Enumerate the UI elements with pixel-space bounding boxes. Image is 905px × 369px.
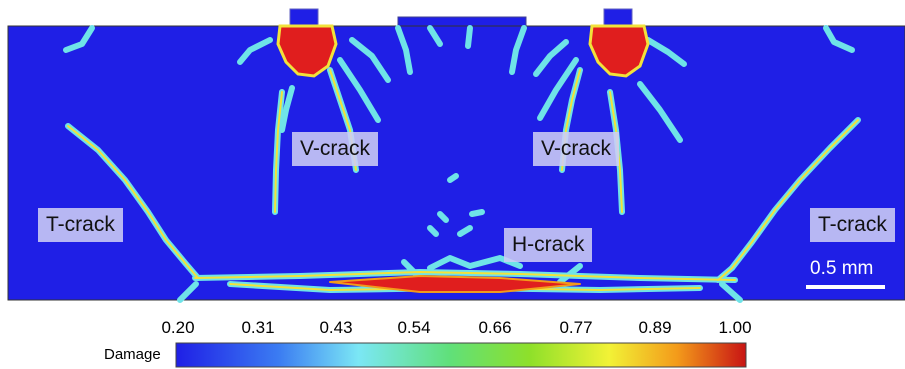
colorbar-title: Damage [104, 346, 161, 363]
colorbar-tick: 0.31 [241, 318, 275, 337]
left-indenter-pad [289, 8, 319, 28]
colorbar-tick: 0.43 [319, 318, 353, 337]
h-crack-label: H-crack [504, 228, 593, 262]
v-crack-left-label: V-crack [292, 132, 379, 166]
colorbar [175, 342, 747, 368]
bottom-damage-zone [329, 275, 581, 293]
right-indenter-pad [603, 8, 633, 28]
t-crack-right-label: T-crack [810, 208, 895, 242]
scale-bar-label: 0.5 mm [810, 258, 874, 279]
colorbar-tick: 0.66 [478, 318, 512, 337]
v-crack-right-label: V-crack [533, 132, 620, 166]
t-crack-left-label: T-crack [38, 208, 123, 242]
colorbar-tick: 0.54 [397, 318, 431, 337]
specimen-domain [7, 25, 905, 301]
right-indenter-damage-zone [588, 24, 650, 78]
colorbar-tick: 0.20 [161, 318, 195, 337]
center-support-pad [397, 16, 527, 27]
left-indenter-damage-zone [276, 24, 338, 78]
colorbar-tick: 0.89 [638, 318, 672, 337]
colorbar-tick: 1.00 [718, 318, 752, 337]
colorbar-tick: 0.77 [559, 318, 593, 337]
crack-network [63, 25, 861, 303]
